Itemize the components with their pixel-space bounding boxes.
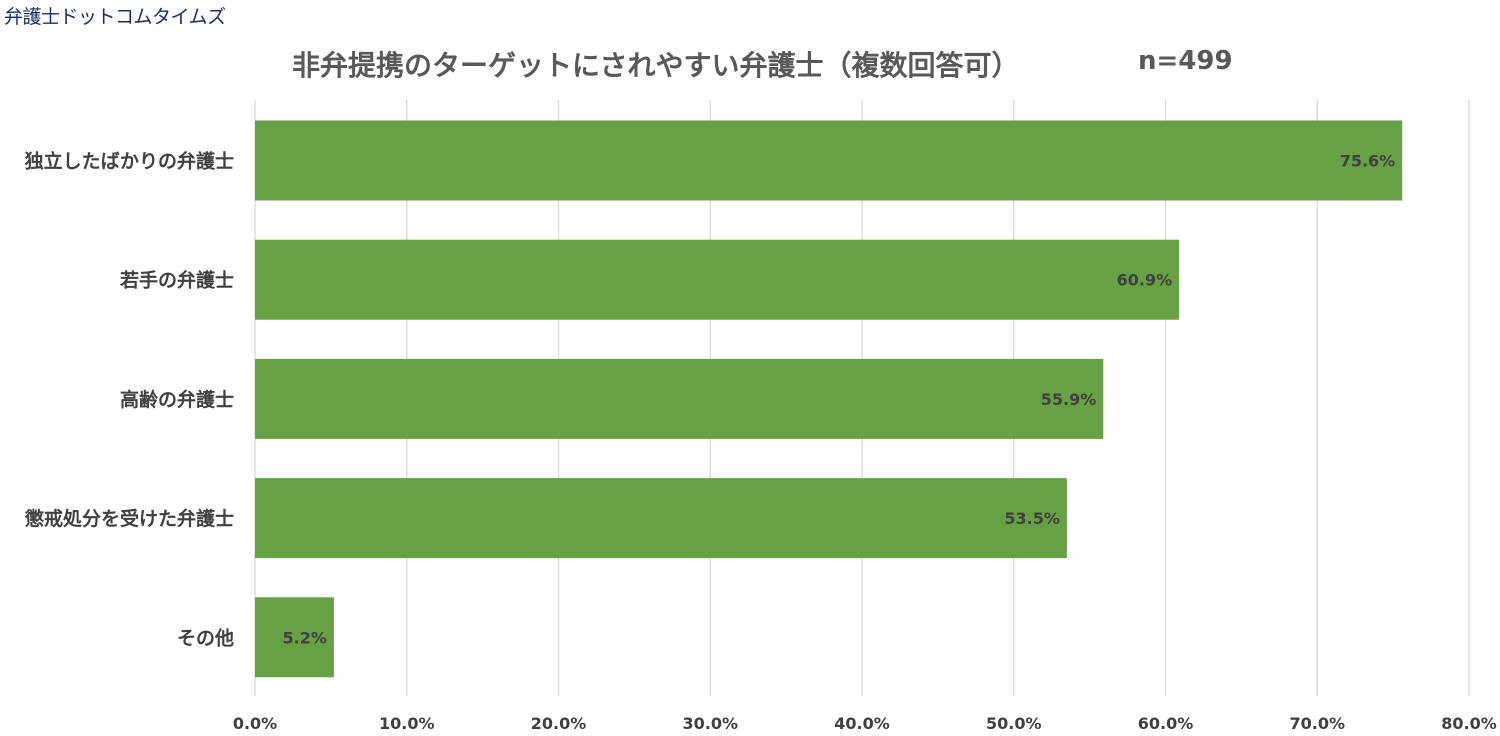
x-tick-label: 0.0% (233, 714, 277, 733)
category-label: 若手の弁護士 (120, 269, 234, 292)
data-label: 55.9% (1041, 390, 1097, 409)
x-tick-label: 60.0% (1138, 714, 1194, 733)
x-axis-tick-labels: 0.0% 10.0% 20.0% 30.0% 40.0% 50.0% 60.0% 70.0% 8… (233, 714, 1497, 733)
data-label: 60.9% (1117, 271, 1173, 290)
data-label: 75.6% (1340, 152, 1396, 171)
bar (255, 358, 1104, 439)
x-tick-label: 70.0% (1289, 714, 1345, 733)
bar (255, 597, 334, 678)
bar (255, 478, 1067, 559)
bar (255, 239, 1180, 320)
x-tick-label: 80.0% (1441, 714, 1497, 733)
x-tick-label: 20.0% (531, 714, 587, 733)
category-label: 懲戒処分を受けた弁護士 (24, 507, 234, 530)
x-tick-label: 40.0% (834, 714, 890, 733)
x-tick-label: 10.0% (379, 714, 435, 733)
data-labels: 75.6% 60.9% 55.9% 53.5% 5.2% (283, 152, 1396, 648)
brand-logo: 弁護士ドットコムタイムズ (4, 6, 226, 28)
data-label: 53.5% (1004, 509, 1060, 528)
data-label: 5.2% (283, 628, 327, 647)
bars (255, 120, 1403, 678)
category-label: 高齢の弁護士 (120, 388, 234, 411)
category-label: その他 (177, 626, 234, 649)
sample-size: n=499 (1138, 46, 1233, 76)
chart-header: 非弁提携のターゲットにされやすい弁護士（複数回答可） n=499 (0, 40, 1500, 84)
x-tick-label: 50.0% (986, 714, 1042, 733)
category-label: 独立したばかりの弁護士 (25, 150, 234, 173)
x-tick-label: 30.0% (682, 714, 738, 733)
bar (255, 120, 1403, 201)
chart-title: 非弁提携のターゲットにされやすい弁護士（複数回答可） (292, 49, 1020, 82)
